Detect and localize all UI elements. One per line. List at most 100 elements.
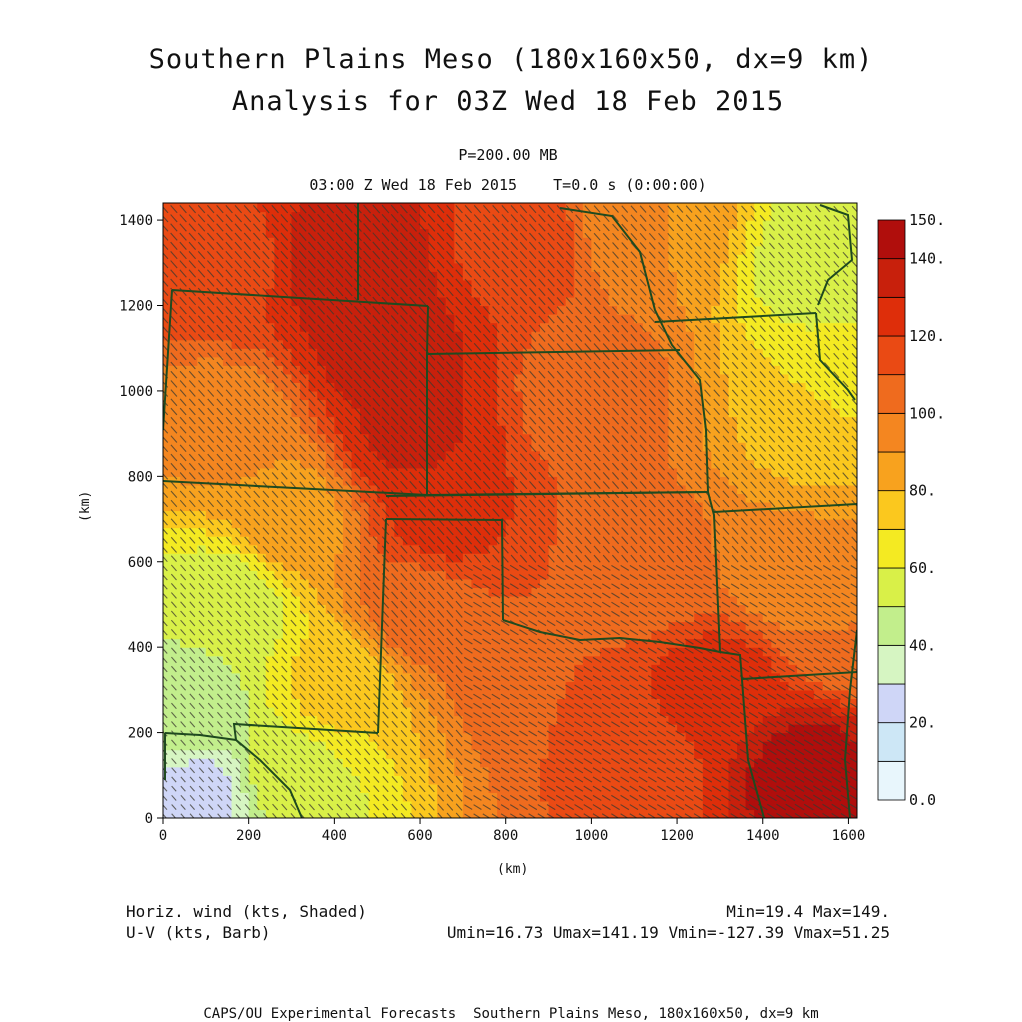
field-cell xyxy=(394,630,404,640)
field-cell xyxy=(557,553,567,563)
field-cell xyxy=(360,501,370,512)
field-cell xyxy=(642,373,652,383)
field-cell xyxy=(171,638,181,648)
field-cell xyxy=(488,647,498,657)
field-cell xyxy=(197,322,207,332)
field-cell xyxy=(694,510,704,520)
field-cell xyxy=(411,228,421,238)
field-cell xyxy=(522,613,533,623)
field-cell xyxy=(240,553,250,563)
field-cell xyxy=(300,305,310,315)
field-cell xyxy=(565,501,575,512)
field-cell xyxy=(291,561,301,571)
field-cell xyxy=(711,365,721,375)
field-cell xyxy=(205,741,216,751)
field-cell xyxy=(394,271,404,281)
field-cell xyxy=(248,570,258,580)
field-cell xyxy=(197,519,207,529)
field-cell xyxy=(325,587,335,597)
field-cell xyxy=(599,279,610,290)
field-cell xyxy=(351,758,361,768)
field-cell xyxy=(694,254,704,264)
field-cell xyxy=(377,792,387,802)
field-cell xyxy=(608,783,618,793)
field-cell xyxy=(659,672,670,682)
field-cell xyxy=(428,450,438,460)
field-cell xyxy=(342,706,353,717)
field-cell xyxy=(462,484,473,495)
field-cell xyxy=(274,425,284,435)
field-cell xyxy=(231,279,241,290)
field-cell xyxy=(428,809,438,818)
field-cell xyxy=(274,408,284,418)
field-cell xyxy=(248,698,258,708)
field-cell xyxy=(522,501,533,512)
field-cell xyxy=(214,587,224,597)
field-cell xyxy=(351,237,361,247)
field-cell xyxy=(651,467,661,477)
field-cell xyxy=(488,749,498,759)
field-cell xyxy=(214,775,224,785)
field-cell xyxy=(505,305,515,315)
field-cell xyxy=(171,578,181,588)
field-cell xyxy=(557,493,567,503)
field-cell xyxy=(214,373,224,383)
field-cell xyxy=(248,544,258,554)
field-cell xyxy=(188,450,198,460)
field-cell xyxy=(248,741,258,751)
field-cell xyxy=(317,237,327,247)
field-cell xyxy=(462,356,473,366)
field-cell xyxy=(325,809,335,818)
field-cell xyxy=(274,792,284,802)
field-cell xyxy=(240,450,250,460)
field-cell xyxy=(557,305,567,315)
field-cell xyxy=(548,220,558,230)
field-cell xyxy=(180,262,190,272)
field-cell xyxy=(402,630,413,640)
field-cell xyxy=(574,390,584,401)
field-cell xyxy=(539,783,550,793)
field-cell xyxy=(428,732,438,742)
field-cell xyxy=(214,220,224,230)
field-cell xyxy=(325,732,335,742)
field-cell xyxy=(308,595,318,606)
field-cell xyxy=(300,681,310,691)
field-cell xyxy=(531,390,541,401)
field-cell xyxy=(497,655,507,665)
field-cell xyxy=(471,467,481,477)
field-cell xyxy=(300,348,310,358)
field-cell xyxy=(642,442,652,452)
field-cell xyxy=(231,647,241,657)
field-cell xyxy=(317,570,327,580)
field-cell xyxy=(274,484,284,495)
field-cell xyxy=(334,689,344,700)
field-cell xyxy=(300,220,310,230)
field-cell xyxy=(205,237,216,247)
field-cell xyxy=(257,715,267,725)
field-cell xyxy=(582,570,592,580)
field-cell xyxy=(197,578,207,588)
field-cell xyxy=(659,322,670,332)
field-cell xyxy=(308,570,318,580)
field-cell xyxy=(334,416,344,426)
field-cell xyxy=(402,647,413,657)
field-cell xyxy=(205,630,216,640)
field-cell xyxy=(522,245,533,255)
field-cell xyxy=(642,501,652,512)
field-cell xyxy=(505,467,515,477)
field-cell xyxy=(248,715,258,725)
field-cell xyxy=(591,237,601,247)
field-cell xyxy=(240,356,250,366)
field-cell xyxy=(368,493,378,503)
field-cell xyxy=(471,604,481,614)
field-cell xyxy=(677,698,687,708)
field-cell xyxy=(557,382,567,392)
field-cell xyxy=(402,203,413,213)
field-cell xyxy=(411,433,421,443)
field-cell xyxy=(677,228,687,238)
field-cell xyxy=(522,809,533,818)
field-cell xyxy=(428,314,438,324)
field-cell xyxy=(471,476,481,486)
field-cell xyxy=(300,664,310,674)
field-cell xyxy=(402,408,413,418)
